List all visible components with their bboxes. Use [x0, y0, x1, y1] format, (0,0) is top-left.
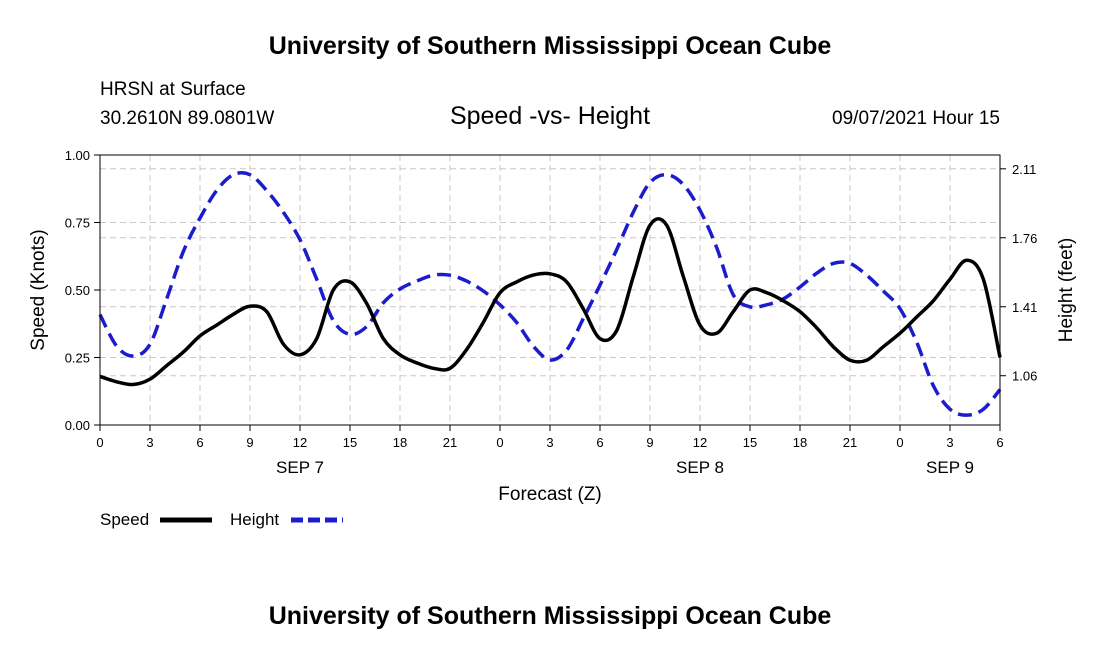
x-tick-label: 3: [946, 435, 953, 450]
x-axis-title: Forecast (Z): [498, 484, 601, 505]
series-line-height: [98, 171, 1002, 417]
x-tick-label: 12: [293, 435, 307, 450]
x-tick-label: 15: [343, 435, 357, 450]
x-tick-label: 0: [896, 435, 903, 450]
y-tick-label: 0.75: [65, 216, 90, 231]
date-label: SEP 9: [926, 458, 974, 477]
x-tick-label: 3: [546, 435, 553, 450]
chart-title: Speed -vs- Height: [450, 102, 650, 130]
series-line-speed: [99, 217, 1002, 387]
x-tick-label: 9: [246, 435, 253, 450]
y-axis-title: Speed (Knots): [28, 229, 49, 350]
x-tick-label: 21: [443, 435, 457, 450]
x-tick-label: 6: [996, 435, 1003, 450]
x-tick-label: 18: [793, 435, 807, 450]
y2-tick-label: 1.76: [1012, 231, 1037, 246]
date-label: SEP 8: [676, 458, 724, 477]
x-tick-label: 9: [646, 435, 653, 450]
y-tick-label: 0.00: [65, 418, 90, 433]
legend-label-speed: Speed: [100, 510, 149, 529]
x-tick-label: 12: [693, 435, 707, 450]
y-tick-label: 0.50: [65, 283, 90, 298]
series-layer: [98, 171, 1002, 417]
timestamp-label: 09/07/2021 Hour 15: [832, 108, 1000, 129]
legend: Speed Height: [100, 510, 343, 529]
x-tick-label: 21: [843, 435, 857, 450]
coordinates-label: 30.2610N 89.0801W: [100, 108, 274, 129]
page-title-top: University of Southern Mississippi Ocean…: [269, 32, 832, 60]
y2-tick-label: 1.06: [1012, 369, 1037, 384]
y-tick-label: 0.25: [65, 351, 90, 366]
page-title-bottom: University of Southern Mississippi Ocean…: [269, 602, 832, 630]
grid-layer: [100, 155, 1000, 425]
x-tick-label: 0: [496, 435, 503, 450]
y2-tick-label: 2.11: [1012, 162, 1036, 177]
legend-label-height: Height: [230, 510, 279, 529]
axis-layer: 0 3 6 9 12 15 18 21 0 3 6 9 12 15 18 21 0 3 6 0.00 0.25 0.50 0…: [65, 148, 1038, 477]
x-tick-label: 15: [743, 435, 757, 450]
x-tick-label: 6: [196, 435, 203, 450]
date-label: SEP 7: [276, 458, 324, 477]
station-label: HRSN at Surface: [100, 79, 246, 100]
y2-axis-title: Height (feet): [1056, 238, 1077, 343]
x-tick-label: 0: [96, 435, 103, 450]
y2-tick-label: 1.41: [1012, 300, 1037, 315]
y-tick-label: 1.00: [65, 148, 90, 163]
x-tick-label: 3: [146, 435, 153, 450]
x-tick-label: 18: [393, 435, 407, 450]
x-tick-label: 6: [596, 435, 603, 450]
